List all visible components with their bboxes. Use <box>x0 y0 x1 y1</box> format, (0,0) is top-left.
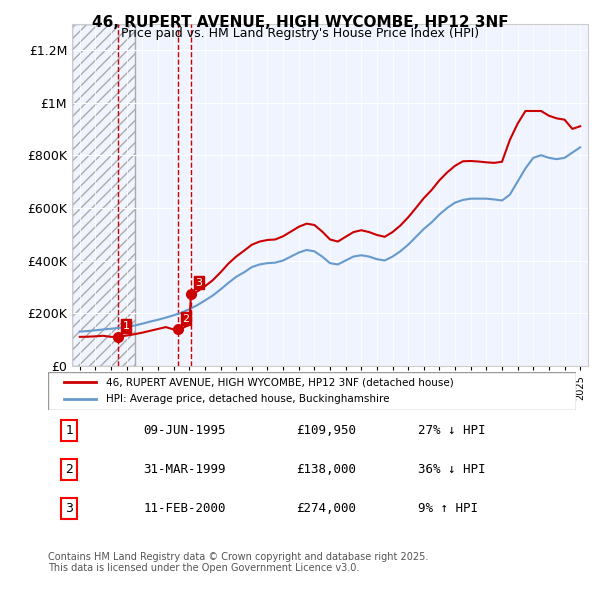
Text: 3: 3 <box>65 502 73 515</box>
Text: 46, RUPERT AVENUE, HIGH WYCOMBE, HP12 3NF: 46, RUPERT AVENUE, HIGH WYCOMBE, HP12 3N… <box>92 15 508 30</box>
Text: 9% ↑ HPI: 9% ↑ HPI <box>418 502 478 515</box>
Text: 2: 2 <box>182 313 190 323</box>
Text: 36% ↓ HPI: 36% ↓ HPI <box>418 463 485 476</box>
Bar <box>72 24 134 366</box>
Text: £109,950: £109,950 <box>296 424 356 437</box>
Text: 2: 2 <box>65 463 73 476</box>
Text: 27% ↓ HPI: 27% ↓ HPI <box>418 424 485 437</box>
Text: 11-FEB-2000: 11-FEB-2000 <box>143 502 226 515</box>
Text: £274,000: £274,000 <box>296 502 356 515</box>
Text: 3: 3 <box>196 278 203 288</box>
Text: 46, RUPERT AVENUE, HIGH WYCOMBE, HP12 3NF (detached house): 46, RUPERT AVENUE, HIGH WYCOMBE, HP12 3N… <box>106 378 454 388</box>
FancyBboxPatch shape <box>48 372 576 410</box>
Text: 09-JUN-1995: 09-JUN-1995 <box>143 424 226 437</box>
Text: Contains HM Land Registry data © Crown copyright and database right 2025.
This d: Contains HM Land Registry data © Crown c… <box>48 552 428 573</box>
Text: 1: 1 <box>65 424 73 437</box>
Text: 31-MAR-1999: 31-MAR-1999 <box>143 463 226 476</box>
Text: £138,000: £138,000 <box>296 463 356 476</box>
Text: 1: 1 <box>122 321 130 331</box>
Text: HPI: Average price, detached house, Buckinghamshire: HPI: Average price, detached house, Buck… <box>106 394 389 404</box>
Bar <box>72 24 134 366</box>
Text: Price paid vs. HM Land Registry's House Price Index (HPI): Price paid vs. HM Land Registry's House … <box>121 27 479 40</box>
